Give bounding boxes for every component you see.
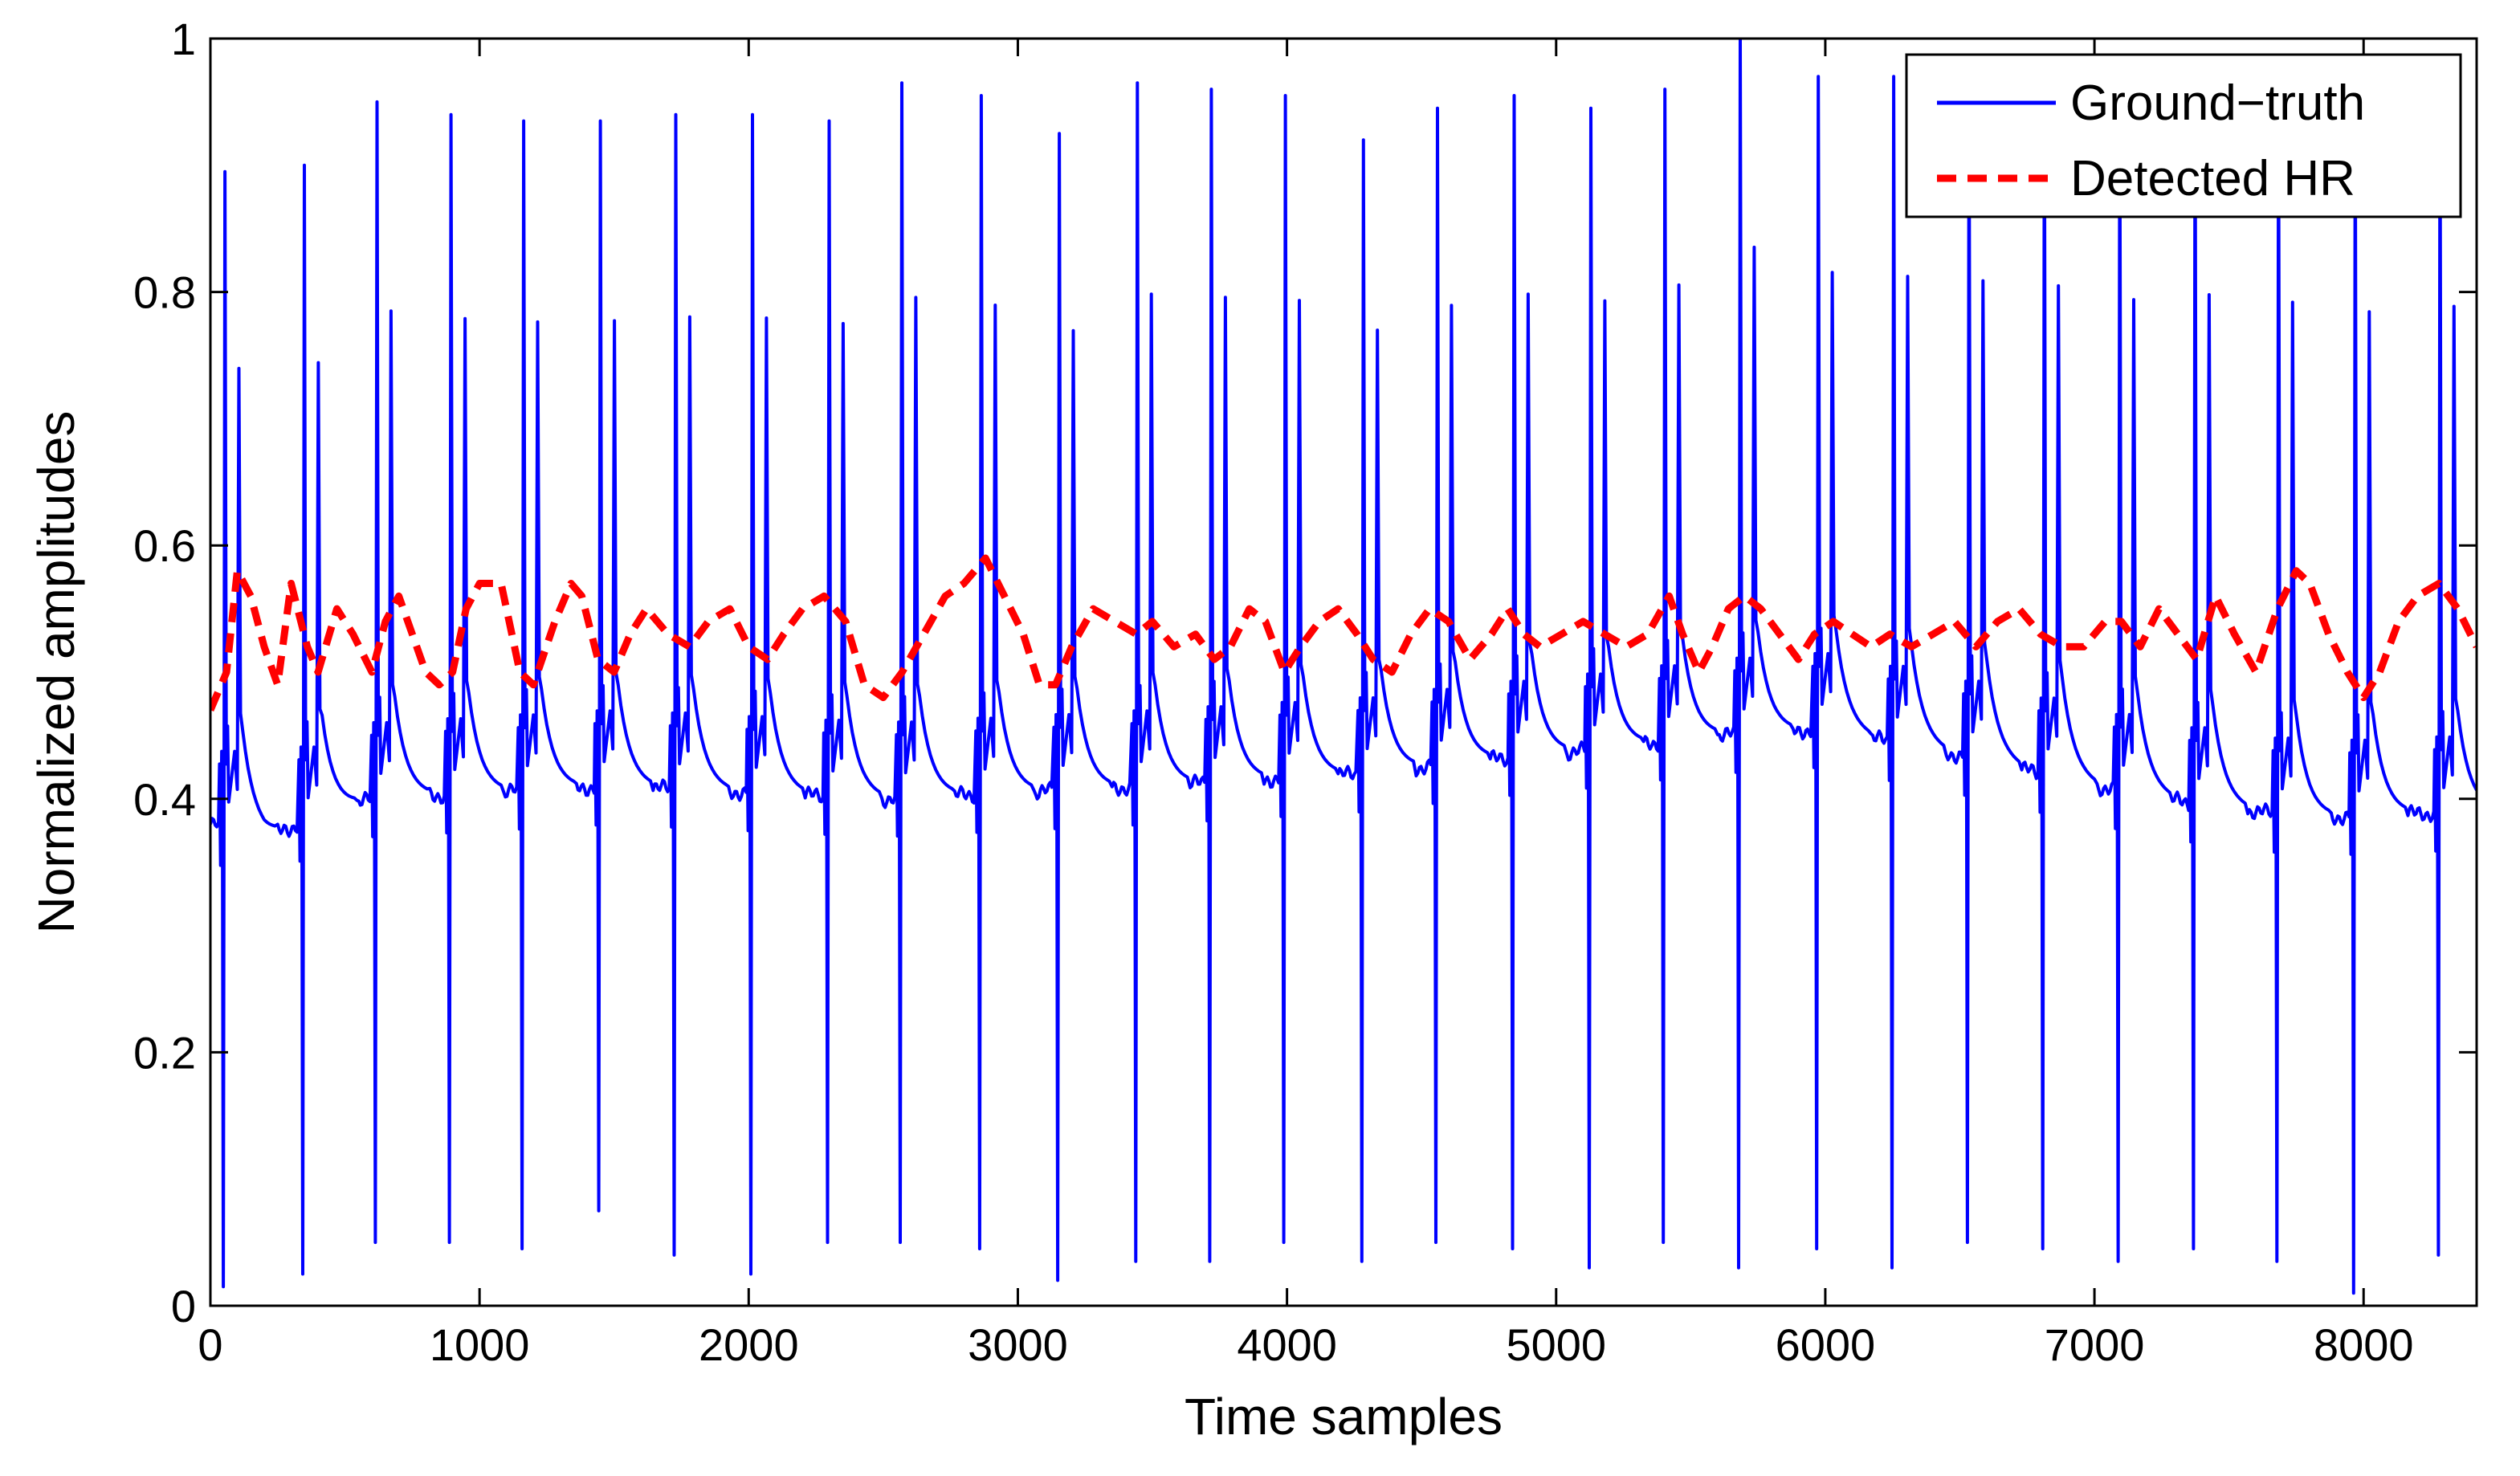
x-tick-label: 4000 (1237, 1319, 1337, 1370)
x-tick-label: 0 (198, 1319, 222, 1370)
y-tick-label: 0.4 (133, 774, 196, 825)
series-line-detected-hr (210, 554, 2477, 712)
x-tick-label: 3000 (968, 1319, 1068, 1370)
y-tick-label: 1 (171, 14, 196, 64)
legend-box (1905, 53, 2462, 218)
plot-area (210, 39, 2477, 1295)
x-axis-title: Time samples (1185, 1388, 1503, 1445)
x-tick-label: 1000 (430, 1319, 530, 1370)
y-axis-title: Normalized amplitudes (27, 411, 85, 934)
y-tick-label: 0.8 (133, 267, 196, 318)
x-tick-label: 6000 (1776, 1319, 1876, 1370)
legend-label-detected-hr: Detected HR (2070, 151, 2355, 206)
x-tick-label: 8000 (2314, 1319, 2414, 1370)
series-line-ground-truth (210, 39, 2477, 1295)
x-tick-label: 5000 (1506, 1319, 1606, 1370)
series-layer (210, 39, 2477, 1295)
x-tick-label: 7000 (2045, 1319, 2145, 1370)
ticks-layer: 0 1000 2000 3000 4000 5000 6000 7000 8000 0 0.2 0.4… (133, 14, 2477, 1370)
legend: Ground−truth Detected HR (1905, 53, 2462, 218)
legend-label-ground-truth: Ground−truth (2070, 75, 2365, 131)
y-tick-label: 0.2 (133, 1027, 196, 1078)
y-tick-label: 0.6 (133, 520, 196, 571)
y-tick-label: 0 (171, 1281, 196, 1331)
axes-box (209, 37, 2478, 1307)
x-tick-label: 2000 (699, 1319, 799, 1370)
